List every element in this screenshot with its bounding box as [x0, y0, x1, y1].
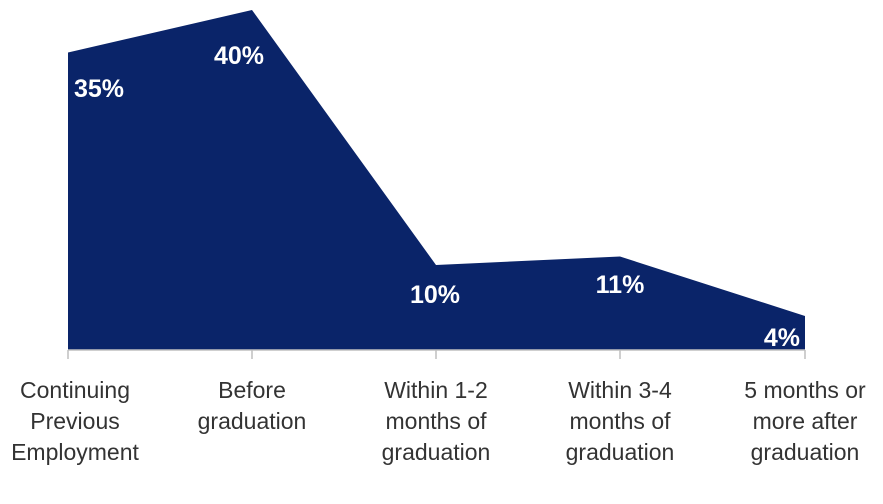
data-label: 40%: [214, 42, 264, 70]
area-series: [68, 10, 805, 350]
category-label: Continuing Previous Employment: [11, 377, 139, 465]
category-label: Within 1-2 months of graduation: [381, 377, 491, 465]
data-label: 35%: [74, 75, 124, 103]
data-label: 10%: [410, 281, 460, 309]
data-label: 4%: [764, 324, 800, 352]
category-label: 5 months or more after graduation: [744, 377, 866, 465]
data-label: 11%: [596, 271, 645, 299]
category-label: Within 3-4 months of graduation: [565, 377, 675, 465]
category-label: Before graduation: [197, 377, 307, 434]
x-axis-ticks: [67, 350, 806, 359]
data-labels: 35% 40% 10% 11% 4%: [74, 42, 800, 352]
